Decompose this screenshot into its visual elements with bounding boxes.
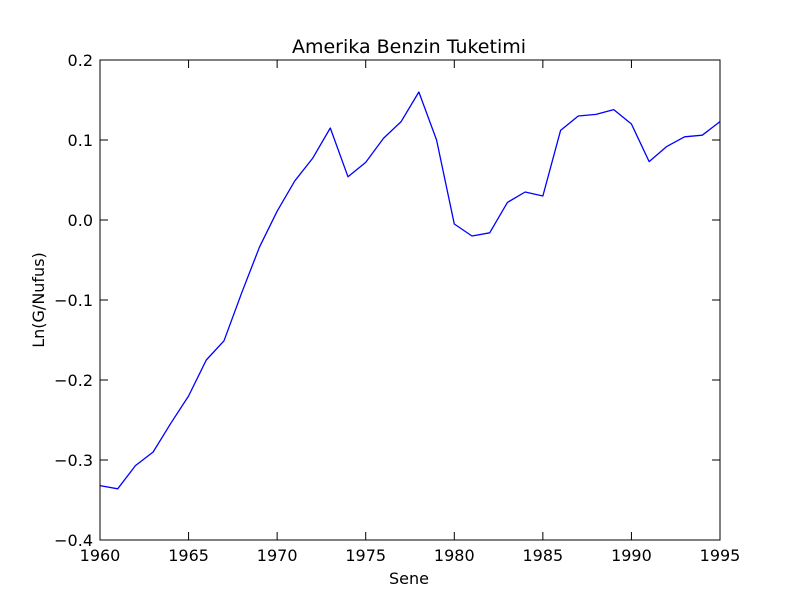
y-tick-label: 0.0 [68, 211, 93, 230]
x-tick-label: 1970 [257, 546, 298, 565]
x-tick-label: 1960 [80, 546, 121, 565]
x-tick-label: 1985 [522, 546, 563, 565]
y-tick-label: −0.4 [54, 531, 93, 550]
x-axis-label: Sene [389, 569, 429, 588]
y-tick-label: −0.2 [54, 371, 93, 390]
chart-title: Amerika Benzin Tuketimi [292, 36, 526, 58]
y-tick-label: 0.2 [68, 51, 93, 70]
y-tick-label: −0.1 [54, 291, 93, 310]
y-axis: −0.4 −0.3 −0.2 −0.1 0.0 0.1 0.2 [54, 51, 720, 550]
series-line [99, 91, 721, 490]
x-axis: 1960 1965 1970 1975 1980 1985 1990 1995 [80, 60, 741, 565]
y-axis-label: Ln(G/Nufus) [29, 252, 48, 348]
x-tick-label: 1965 [168, 546, 209, 565]
y-tick-label: −0.3 [54, 451, 93, 470]
x-tick-label: 1975 [345, 546, 386, 565]
x-tick-label: 1995 [700, 546, 741, 565]
x-tick-label: 1990 [611, 546, 652, 565]
x-tick-label: 1980 [434, 546, 475, 565]
plot-area [99, 91, 721, 490]
y-tick-label: 0.1 [68, 131, 93, 150]
